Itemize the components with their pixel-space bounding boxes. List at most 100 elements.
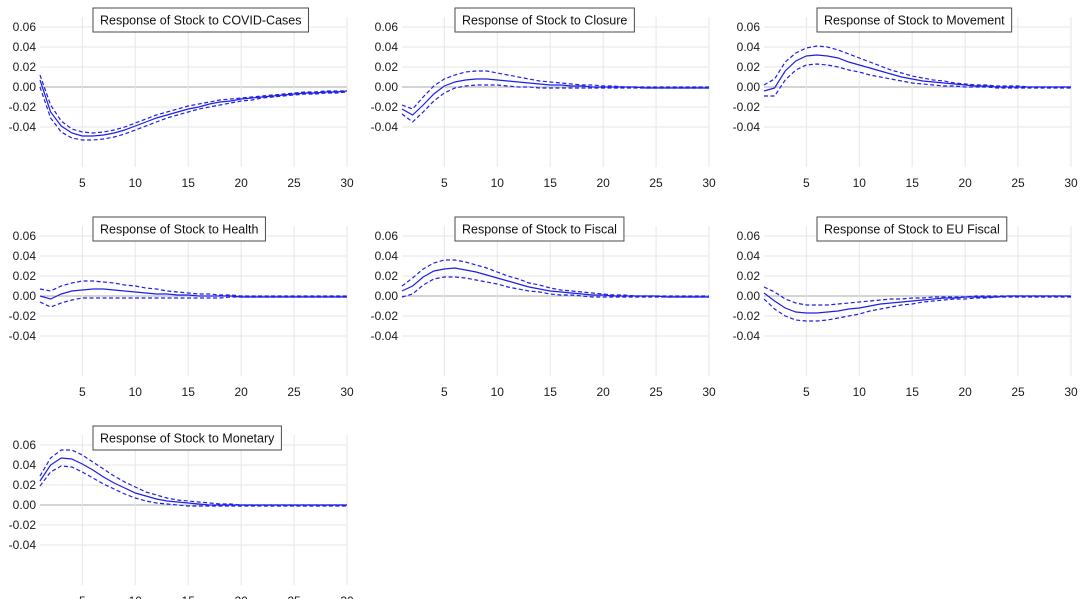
- y-tick-label: -0.02: [9, 100, 37, 114]
- x-tick-label: 25: [649, 176, 663, 190]
- irf-panel: 0.06 0.04 0.02 0.00 -0.02 -0.04 5 10 15 20 25 30 Res…: [733, 7, 1078, 190]
- irf-panel: 0.06 0.04 0.02 0.00 -0.02 -0.04 5 10 15 20 25 30 Res…: [9, 425, 354, 599]
- y-tick-label: 0.02: [13, 478, 37, 492]
- y-tick-label: 0.04: [13, 40, 37, 54]
- x-tick-label: 20: [234, 385, 248, 399]
- x-tick-label: 30: [340, 594, 354, 599]
- y-tick-label: 0.06: [375, 20, 399, 34]
- chart-title-box: [92, 425, 282, 451]
- x-tick-label: 30: [1064, 176, 1078, 190]
- y-tick-label: -0.02: [371, 309, 399, 323]
- x-tick-label: 15: [906, 385, 920, 399]
- x-tick-label: 15: [544, 385, 558, 399]
- y-tick-label: 0.04: [13, 249, 37, 263]
- y-tick-label: 0.04: [375, 40, 399, 54]
- chart-title-box: [454, 216, 625, 242]
- irf-panel: 0.06 0.04 0.02 0.00 -0.02 -0.04 5 10 15 20 25 30 Res…: [371, 7, 716, 190]
- chart-title-box: [92, 216, 266, 242]
- x-tick-label: 25: [287, 594, 301, 599]
- x-tick-label: 15: [906, 176, 920, 190]
- chart-title: Response of Stock to Movement: [824, 14, 1005, 28]
- confidence-band-line: [401, 84, 709, 123]
- impulse-response-line: [39, 79, 348, 137]
- x-tick-label: 30: [702, 176, 716, 190]
- impulse-response-line: [401, 78, 709, 116]
- confidence-band-line: [39, 465, 347, 507]
- y-tick-label: 0.06: [737, 20, 761, 34]
- x-tick-label: 15: [182, 385, 196, 399]
- y-tick-label: -0.02: [9, 518, 37, 532]
- chart-title: Response of Stock to Fiscal: [462, 223, 617, 237]
- irf-panel: 0.06 0.04 0.02 0.00 -0.02 -0.04 5 10 15 20 25 30 Res…: [9, 216, 354, 399]
- confidence-band-line: [401, 276, 709, 298]
- y-tick-label: 0.02: [737, 60, 761, 74]
- y-tick-label: 0.04: [737, 249, 761, 263]
- x-tick-label: 10: [853, 385, 867, 399]
- y-tick-label: 0.02: [13, 60, 37, 74]
- x-tick-label: 25: [287, 176, 301, 190]
- impulse-response-line: [401, 267, 709, 298]
- x-tick-label: 30: [340, 176, 354, 190]
- chart-title: Response of Stock to COVID-Cases: [100, 14, 301, 28]
- y-tick-label: 0.06: [375, 229, 399, 243]
- confidence-band-line: [401, 259, 709, 297]
- x-tick-label: 20: [958, 385, 972, 399]
- y-tick-label: 0.00: [375, 289, 399, 303]
- impulse-response-line: [763, 54, 1071, 92]
- chart-title-box: [92, 7, 309, 33]
- x-tick-label: 10: [491, 385, 505, 399]
- x-tick-label: 5: [79, 176, 86, 190]
- x-tick-label: 30: [340, 385, 354, 399]
- x-tick-label: 25: [287, 385, 301, 399]
- chart-title-box: [454, 7, 635, 33]
- confidence-band-line: [39, 86, 348, 141]
- y-tick-label: -0.04: [9, 120, 37, 134]
- confidence-band-line: [39, 280, 347, 297]
- chart-title-box: [816, 216, 1008, 242]
- x-tick-label: 10: [129, 176, 143, 190]
- impulse-response-line: [39, 288, 347, 300]
- irf-panel: 0.06 0.04 0.02 0.00 -0.02 -0.04 5 10 15 20 25 30 Res…: [9, 7, 354, 190]
- confidence-band-line: [39, 74, 347, 134]
- y-tick-label: 0.00: [13, 80, 37, 94]
- y-tick-label: -0.04: [9, 538, 37, 552]
- y-tick-label: 0.00: [737, 289, 761, 303]
- chart-title-box: [816, 7, 1013, 33]
- x-tick-label: 20: [596, 176, 610, 190]
- x-tick-label: 25: [649, 385, 663, 399]
- y-tick-label: 0.00: [13, 498, 37, 512]
- x-tick-label: 5: [79, 385, 86, 399]
- x-tick-label: 10: [129, 385, 143, 399]
- confidence-band-line: [764, 63, 1071, 97]
- x-tick-label: 10: [491, 176, 505, 190]
- y-tick-label: 0.00: [737, 80, 761, 94]
- confidence-band-line: [39, 296, 347, 308]
- x-tick-label: 30: [702, 385, 716, 399]
- x-tick-label: 5: [803, 176, 810, 190]
- y-tick-label: -0.04: [9, 329, 37, 343]
- impulse-response-line: [39, 457, 347, 506]
- y-tick-label: -0.02: [733, 309, 761, 323]
- y-tick-label: -0.04: [733, 329, 761, 343]
- y-tick-label: 0.04: [375, 249, 399, 263]
- y-tick-label: 0.02: [375, 60, 399, 74]
- x-tick-label: 30: [1064, 385, 1078, 399]
- x-tick-label: 5: [79, 594, 86, 599]
- irf-panel: 0.06 0.04 0.02 0.00 -0.02 -0.04 5 10 15 20 25 30 Res…: [733, 216, 1078, 399]
- chart-title: Response of Stock to Health: [100, 223, 258, 237]
- y-tick-label: 0.04: [737, 40, 761, 54]
- y-tick-label: 0.02: [375, 269, 399, 283]
- y-tick-label: -0.02: [371, 100, 399, 114]
- x-tick-label: 20: [234, 176, 248, 190]
- confidence-band-line: [401, 70, 709, 110]
- x-tick-label: 25: [1011, 385, 1025, 399]
- chart-title: Response of Stock to EU Fiscal: [824, 223, 1000, 237]
- y-tick-label: 0.02: [737, 269, 761, 283]
- chart-title: Response of Stock to Monetary: [100, 432, 275, 446]
- confidence-band-line: [39, 449, 347, 506]
- x-tick-label: 10: [129, 594, 143, 599]
- confidence-band-line: [763, 45, 1071, 88]
- x-tick-label: 10: [853, 176, 867, 190]
- y-tick-label: 0.04: [13, 458, 37, 472]
- x-tick-label: 15: [182, 176, 196, 190]
